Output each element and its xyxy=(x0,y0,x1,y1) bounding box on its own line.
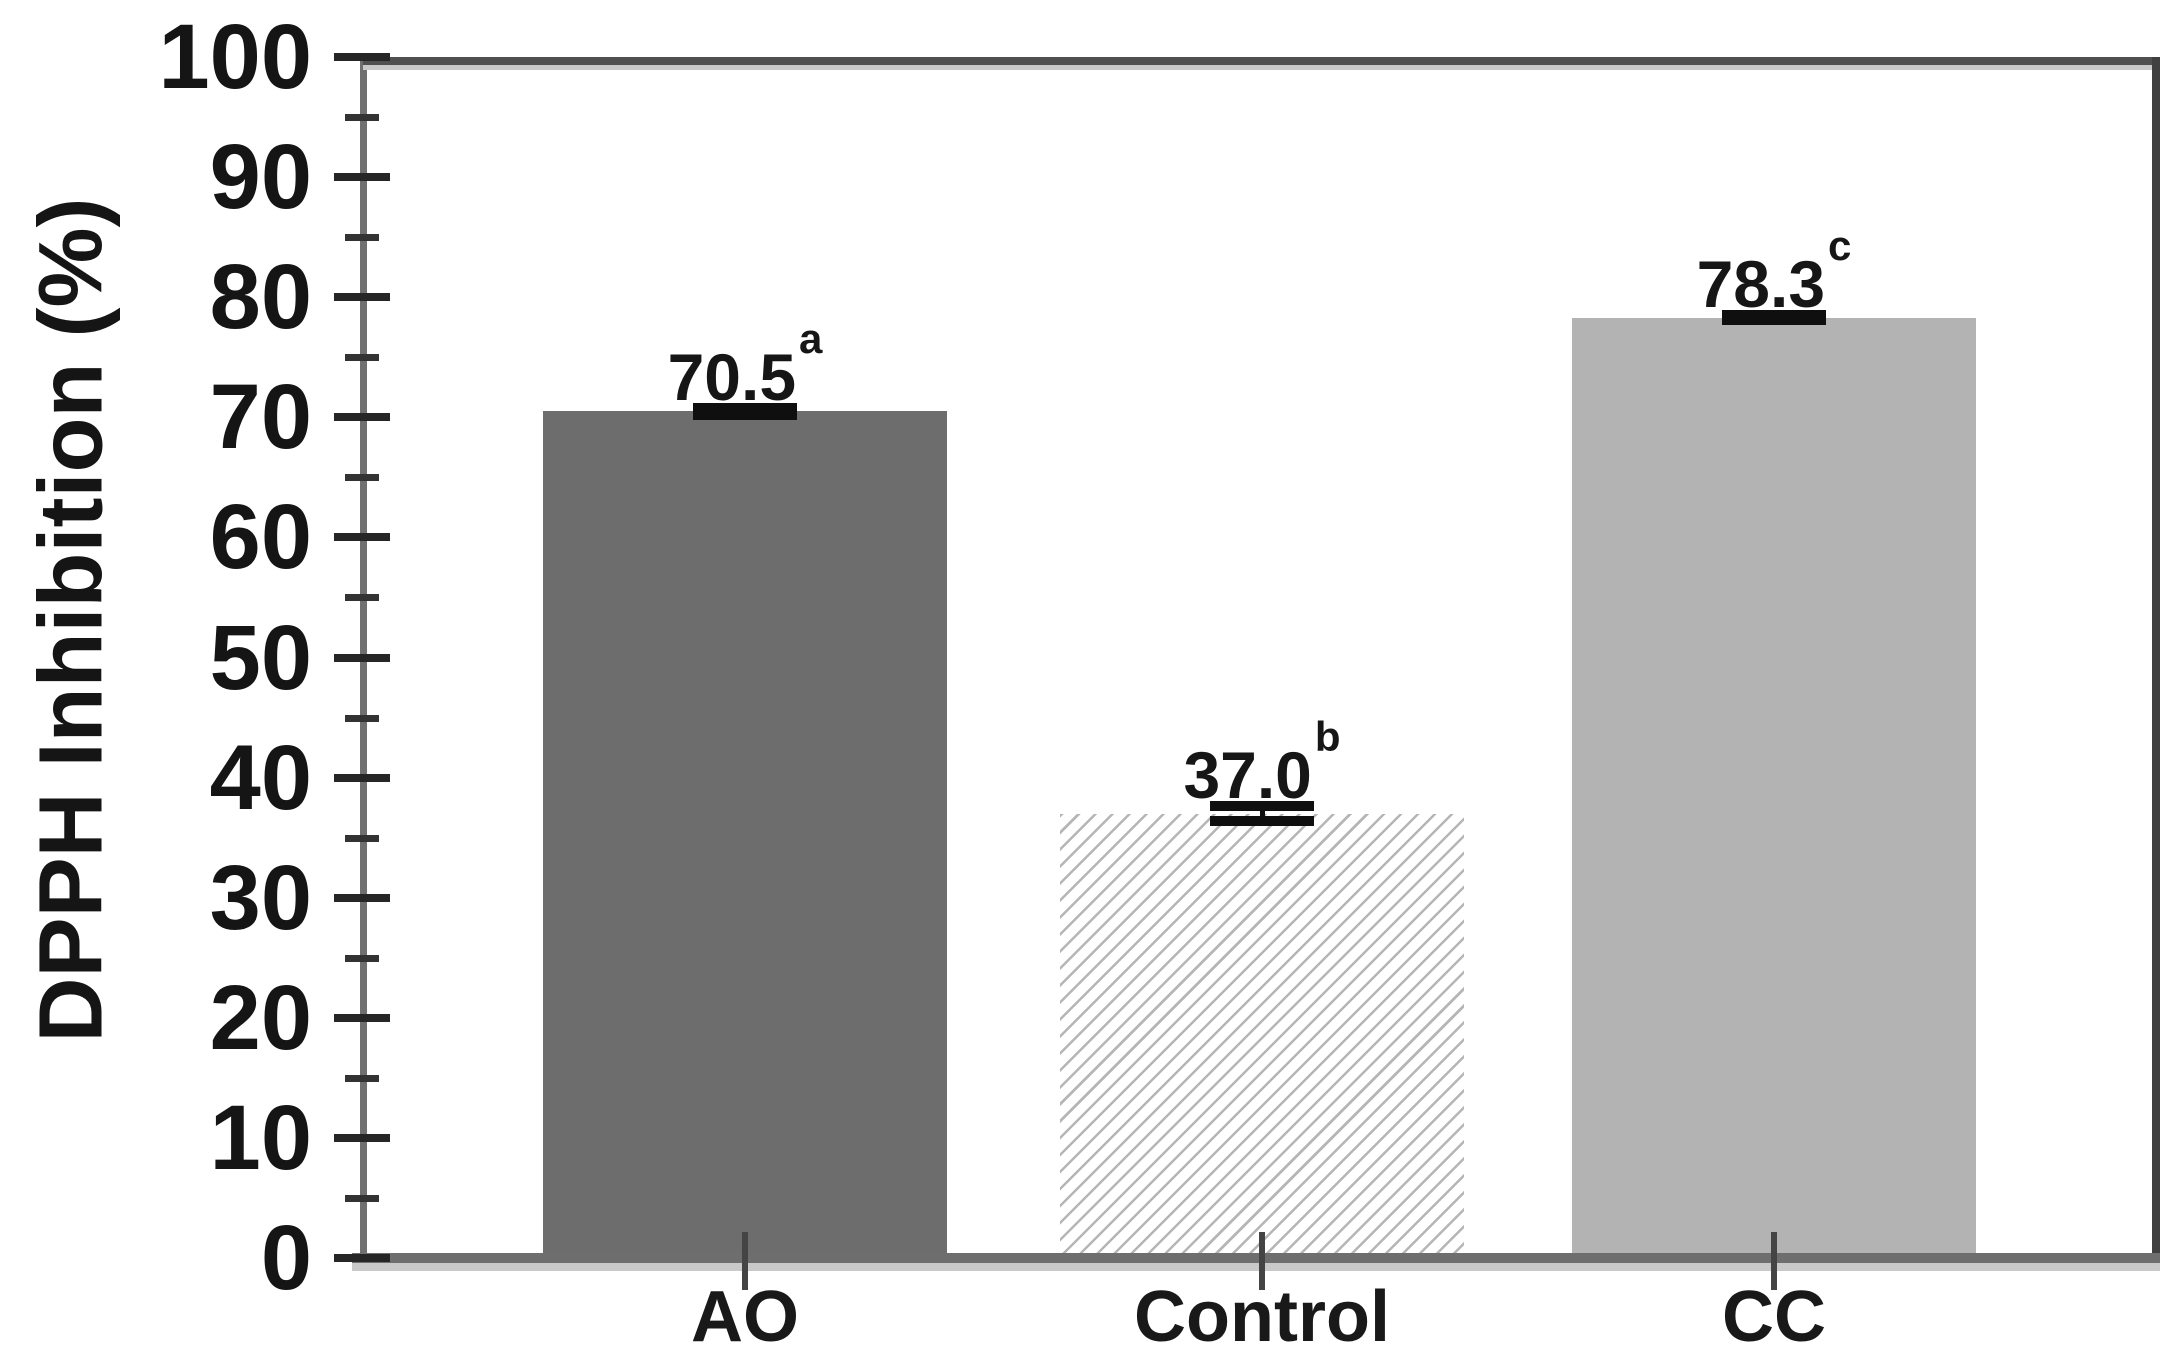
y-axis-major-tick xyxy=(334,173,390,182)
y-axis-minor-tick xyxy=(345,114,379,122)
y-axis-tick-label: 80 xyxy=(209,246,312,349)
y-axis-tick-label: 50 xyxy=(209,606,312,709)
y-axis-minor-tick xyxy=(345,834,379,842)
x-axis-tick-ao xyxy=(742,1232,748,1290)
y-axis-tick-label: 20 xyxy=(209,966,312,1069)
y-axis-major-tick xyxy=(334,1013,390,1022)
y-axis-tick-label: 10 xyxy=(209,1086,312,1189)
x-axis-tick-label-ao: AO xyxy=(691,1277,799,1357)
y-axis-minor-tick xyxy=(345,714,379,722)
x-axis-tick-control xyxy=(1259,1232,1265,1290)
x-axis-tick-cc xyxy=(1771,1232,1777,1290)
bar-ao xyxy=(543,411,947,1258)
y-axis-minor-tick xyxy=(345,1194,379,1202)
error-bar-cap-bottom-ao xyxy=(693,409,797,420)
x-axis-line-echo xyxy=(352,1263,2160,1271)
top-spine-echo xyxy=(363,65,2160,70)
bar-value-label-cc: 78.3c xyxy=(1464,222,2084,323)
y-axis-tick-label: 30 xyxy=(209,846,312,949)
y-axis-minor-tick xyxy=(345,954,379,962)
y-axis-major-tick xyxy=(334,1254,390,1262)
bar-value-superscript-ao: a xyxy=(799,314,823,362)
x-axis-tick-label-control: Control xyxy=(1134,1277,1390,1357)
error-bar-cap-bottom-cc xyxy=(1722,315,1826,326)
y-axis-minor-tick xyxy=(345,354,379,362)
top-spine xyxy=(363,57,2160,65)
x-axis-tick-label-cc: CC xyxy=(1722,1277,1826,1357)
y-axis-minor-tick xyxy=(345,594,379,602)
y-axis-major-tick xyxy=(334,53,390,61)
y-axis-minor-tick xyxy=(345,474,379,482)
bar-value-number-cc: 78.3 xyxy=(1696,247,1826,322)
y-axis-tick-label: 70 xyxy=(209,366,312,469)
y-axis-major-tick xyxy=(334,653,390,662)
y-axis-tick-label: 40 xyxy=(209,726,312,829)
y-axis-minor-tick xyxy=(345,234,379,242)
bar-value-superscript-cc: c xyxy=(1828,222,1852,270)
y-axis-major-tick xyxy=(334,533,390,542)
y-axis-major-tick xyxy=(334,893,390,902)
bar-control xyxy=(1060,813,1464,1258)
bar-value-superscript-control: b xyxy=(1314,713,1341,761)
y-axis-major-tick xyxy=(334,773,390,782)
bar-value-number-control: 37.0 xyxy=(1183,738,1312,813)
y-axis-minor-tick xyxy=(345,1074,379,1082)
error-bar-cap-top-control xyxy=(1210,801,1314,812)
y-axis-major-tick xyxy=(334,293,390,302)
y-axis-tick-label: 90 xyxy=(209,126,312,229)
error-bar-line-control xyxy=(1260,806,1265,821)
y-axis-major-tick xyxy=(334,1133,390,1142)
error-bar-cap-bottom-control xyxy=(1210,815,1314,826)
bar-cc xyxy=(1572,317,1976,1258)
bar-value-number-ao: 70.5 xyxy=(667,339,797,414)
bar-value-label-ao: 70.5a xyxy=(435,315,1055,416)
y-axis-tick-label: 100 xyxy=(158,6,313,108)
right-spine xyxy=(2152,57,2160,1265)
y-axis-major-tick xyxy=(334,413,390,422)
x-axis-line xyxy=(352,1253,2160,1263)
y-axis-tick-label: 60 xyxy=(209,486,312,589)
y-axis-tick-label: 0 xyxy=(260,1207,312,1309)
error-bar-cap-top-ao xyxy=(693,402,797,413)
bar-value-label-control: 37.0b xyxy=(952,713,1572,814)
